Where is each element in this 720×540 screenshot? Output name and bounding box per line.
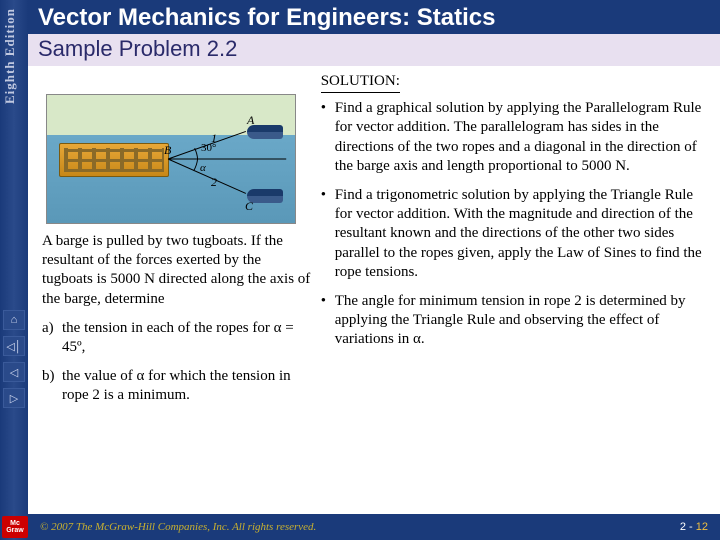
figure-label-C: C <box>245 199 253 214</box>
figure-angle-30: 30° <box>201 141 216 155</box>
figure-angle-alpha: α <box>200 161 206 175</box>
page-number: 2 - 12 <box>680 521 708 533</box>
page-separator: - <box>689 521 696 533</box>
figure-lines <box>47 95 295 223</box>
main-body: B A C 1 2 30° α A barge is pulled by two… <box>28 66 720 496</box>
bullet-2-text: Find a trigonometric solution by applyin… <box>335 186 706 282</box>
footer-bar: © 2007 The McGraw-Hill Companies, Inc. A… <box>28 514 720 540</box>
next-page-icon[interactable]: ▷ <box>3 388 25 408</box>
page-title: Vector Mechanics for Engineers: Statics <box>28 0 720 34</box>
prev-page-icon[interactable]: ◁ <box>3 362 25 382</box>
edition-label: Eighth Edition <box>2 8 18 104</box>
solution-bullet-1: • Find a graphical solution by applying … <box>321 99 706 176</box>
chapter-number: 2 <box>680 521 686 533</box>
problem-part-b: b) the value of α for which the tension … <box>42 367 311 405</box>
solution-bullet-2: • Find a trigonometric solution by apply… <box>321 186 706 282</box>
page-index: 12 <box>696 521 708 533</box>
bullet-1-text: Find a graphical solution by applying th… <box>335 99 706 176</box>
publisher-logo: Mc Graw <box>2 516 28 538</box>
solution-heading: SOLUTION: <box>321 72 400 93</box>
prev-section-icon[interactable]: ◁│ <box>3 336 25 356</box>
bullet-mark: • <box>321 292 335 350</box>
left-column: B A C 1 2 30° α A barge is pulled by two… <box>42 72 321 496</box>
slide-content: Vector Mechanics for Engineers: Statics … <box>28 0 720 540</box>
part-b-text: the value of α for which the tension in … <box>62 367 311 405</box>
book-spine: Eighth Edition <box>0 0 28 540</box>
logo-text-top: Mc <box>10 520 20 527</box>
bullet-mark: • <box>321 186 335 282</box>
problem-part-a: a) the tension in each of the ropes for … <box>42 319 311 357</box>
part-a-text: the tension in each of the ropes for α =… <box>62 319 311 357</box>
part-a-label: a) <box>42 319 62 357</box>
problem-figure: B A C 1 2 30° α <box>46 94 296 224</box>
bullet-3-text: The angle for minimum tension in rope 2 … <box>335 292 706 350</box>
home-icon[interactable]: ⌂ <box>3 310 25 330</box>
nav-icon-group: ⌂ ◁│ ◁ ▷ <box>0 310 28 408</box>
figure-label-B: B <box>164 143 171 158</box>
logo-text-bottom: Graw <box>6 527 24 534</box>
part-b-label: b) <box>42 367 62 405</box>
copyright-text: © 2007 The McGraw-Hill Companies, Inc. A… <box>40 521 316 533</box>
page-subtitle: Sample Problem 2.2 <box>28 34 720 66</box>
solution-bullet-3: • The angle for minimum tension in rope … <box>321 292 706 350</box>
bullet-mark: • <box>321 99 335 176</box>
figure-label-2: 2 <box>211 175 217 190</box>
figure-label-A: A <box>247 113 254 128</box>
right-column: SOLUTION: • Find a graphical solution by… <box>321 72 706 496</box>
problem-statement: A barge is pulled by two tugboats. If th… <box>42 232 311 309</box>
